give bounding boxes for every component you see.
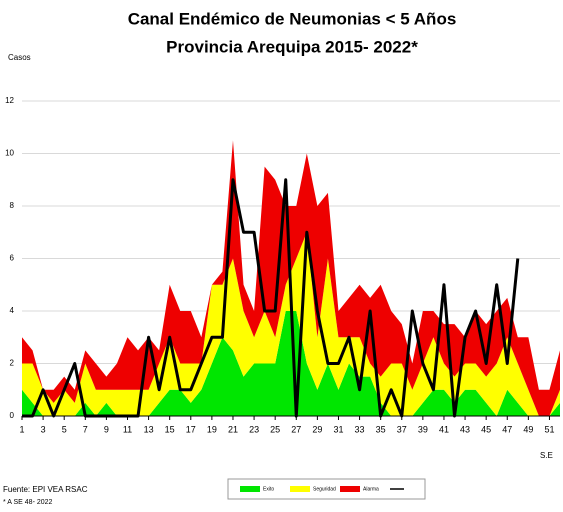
legend-label: Alarma (363, 486, 379, 492)
x-tick-label: 31 (333, 424, 343, 434)
x-tick-label: 17 (186, 424, 196, 434)
x-tick-label: 37 (397, 424, 407, 434)
x-tick-label: 51 (544, 424, 554, 434)
chart-title: Canal Endémico de Neumonias < 5 Años (128, 9, 457, 28)
area-2 (22, 140, 560, 416)
x-tick-label: 23 (249, 424, 259, 434)
x-tick-label: 21 (228, 424, 238, 434)
x-tick-label: 3 (41, 424, 46, 434)
y-axis-label: Casos (8, 53, 31, 62)
x-tick-label: 29 (312, 424, 322, 434)
x-tick-label: 7 (83, 424, 88, 434)
x-tick-label: 27 (291, 424, 301, 434)
legend-label: Seguridad (313, 486, 336, 492)
area-0 (22, 311, 560, 416)
legend-box (227, 478, 426, 500)
x-tick-label: 47 (502, 424, 512, 434)
source: Fuente: EPI VEA RSAC (3, 485, 88, 494)
x-tick-label: 9 (104, 424, 109, 434)
x-axis-label: S.E (540, 451, 553, 460)
x-tick-label: 35 (376, 424, 386, 434)
x-tick-label: 25 (270, 424, 280, 434)
y-tick-label: 12 (5, 96, 14, 105)
x-tick-label: 45 (481, 424, 491, 434)
legend-swatch (290, 486, 310, 492)
legend-swatch (240, 486, 260, 492)
chart-subtitle: Provincia Arequipa 2015- 2022* (166, 37, 418, 56)
x-tick-label: 5 (62, 424, 67, 434)
x-tick-label: 41 (439, 424, 449, 434)
y-tick-label: 10 (5, 149, 14, 158)
x-tick-label: 13 (144, 424, 154, 434)
y-tick-label: 0 (10, 411, 15, 420)
x-tick-label: 33 (355, 424, 365, 434)
x-tick-label: 19 (207, 424, 217, 434)
legend-label: Exito (263, 486, 274, 492)
note: * A SE 48- 2022 (3, 499, 53, 506)
y-tick-label: 4 (10, 306, 15, 315)
x-tick-label: 11 (123, 424, 132, 434)
y-tick-label: 8 (10, 201, 15, 210)
x-tick-label: 49 (523, 424, 533, 434)
x-tick-label: 39 (418, 424, 428, 434)
y-tick-label: 2 (10, 359, 15, 368)
x-tick-label: 15 (165, 424, 175, 434)
legend-swatch (340, 486, 360, 492)
x-tick-label: 43 (460, 424, 470, 434)
y-tick-label: 6 (10, 254, 15, 263)
x-tick-label: 1 (19, 424, 24, 434)
